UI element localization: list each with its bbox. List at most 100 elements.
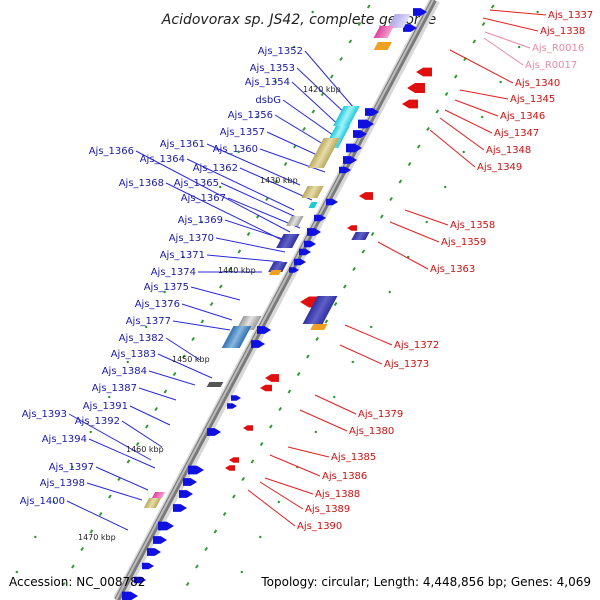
leader-line (121, 420, 163, 448)
tick-dot (163, 290, 166, 294)
leader-line (483, 37, 524, 66)
gene-label: Ajs_1353 (250, 63, 295, 74)
forward-gene-arrow (257, 326, 271, 334)
gene-label: Ajs_1383 (111, 349, 156, 360)
leader-line (339, 344, 383, 365)
gene-label: Ajs_1382 (119, 333, 164, 344)
gene-label: Ajs_1370 (169, 233, 214, 244)
tick-mark (209, 301, 214, 307)
topology-text: Topology: circular; Length: 4,448,856 bp… (260, 575, 591, 589)
leader-line (239, 167, 313, 201)
tick-dot (71, 465, 74, 469)
kbp-markers: 1420 kbp 1430 kbp 1440 kbp 1450 kbp 1460… (78, 85, 341, 542)
kbp-marker: 1430 kbp (260, 176, 298, 185)
gene-label: Ajs_1397 (49, 462, 94, 473)
gene-label: Ajs_R0017 (525, 60, 577, 71)
reverse-gene-arrow (407, 83, 425, 93)
accession-text: Accession: NC_008782 (9, 575, 145, 589)
gene-label: Ajs_1362 (193, 163, 238, 174)
reverse-gene-arrow (347, 225, 357, 231)
tick-mark (98, 511, 103, 517)
map-title: Acidovorax sp. JS42, complete genome (161, 12, 436, 28)
leader-line (172, 320, 231, 331)
tick-dot (425, 220, 428, 224)
leader-line (181, 303, 233, 321)
gene-block (333, 106, 360, 126)
reverse-gene-arrow (416, 67, 432, 77)
gene-label: Ajs_1345 (510, 94, 555, 105)
gene-features (122, 8, 432, 600)
tick-dot (237, 150, 240, 154)
tick-mark (222, 511, 227, 517)
tick-dot (480, 115, 484, 119)
tick-dot (259, 535, 262, 539)
tick-dot (52, 500, 55, 504)
gene-label: Ajs_R0016 (532, 43, 584, 54)
gene-label: Ajs_1384 (102, 366, 147, 377)
tick-mark (398, 179, 403, 184)
leader-line (129, 405, 171, 426)
kbp-marker: 1440 kbp (218, 266, 256, 275)
reverse-gene-arrow (260, 384, 272, 392)
leader-line (259, 481, 304, 510)
forward-gene-arrow (365, 108, 379, 116)
tick-mark (71, 564, 75, 569)
tick-dot (444, 185, 447, 189)
gene-block (302, 296, 338, 324)
leader-line (429, 129, 476, 168)
leader-line (489, 9, 547, 16)
gene-label: Ajs_1380 (349, 426, 394, 437)
leader-line (247, 489, 296, 527)
forward-gene-arrow (326, 198, 338, 206)
left-gene-labels: Ajs_1352 Ajs_1353 Ajs_1354 dsbG Ajs_1356… (20, 46, 303, 507)
tick-mark (306, 354, 310, 359)
tick-mark (241, 476, 245, 482)
tick-dot (351, 360, 354, 364)
gene-label: Ajs_1361 (160, 139, 205, 150)
tick-mark (195, 564, 199, 569)
tick-mark (204, 546, 209, 552)
tick-mark (274, 179, 279, 184)
tick-mark (435, 109, 440, 114)
forward-gene-arrow (147, 548, 161, 556)
gene-block (351, 232, 370, 240)
leader-line (296, 67, 351, 119)
tick-mark (89, 529, 94, 534)
leader-line (459, 89, 509, 100)
tick-mark (80, 546, 85, 552)
leader-line (444, 109, 493, 134)
gene-label: Ajs_1398 (40, 478, 85, 489)
tick-mark (366, 4, 371, 9)
tick-dot (89, 430, 92, 434)
leader-line (282, 99, 341, 141)
tick-mark (213, 529, 218, 534)
reverse-gene-arrow (229, 457, 239, 463)
gene-label: Ajs_1369 (178, 215, 223, 226)
gene-label: Ajs_1365 (174, 178, 219, 189)
forward-gene-arrow (134, 576, 146, 584)
tick-mark (481, 21, 486, 27)
forward-gene-arrow (304, 240, 316, 248)
gene-block (307, 138, 340, 168)
gene-label: Ajs_1338 (540, 26, 585, 37)
tick-mark (259, 441, 264, 447)
tick-mark (370, 231, 375, 237)
genome-backbone (113, 0, 440, 600)
tick-dot (277, 500, 280, 504)
tick-mark (302, 126, 306, 132)
gene-block (276, 234, 300, 248)
tick-mark (250, 459, 255, 464)
tick-mark (379, 214, 384, 219)
tick-mark (472, 39, 477, 44)
gene-label: Ajs_1373 (384, 359, 429, 370)
tick-mark (348, 39, 353, 44)
reverse-gene-arrow (402, 99, 418, 109)
gene-label: dsbG (255, 95, 281, 106)
gene-block (268, 262, 288, 272)
tick-mark (283, 161, 288, 167)
forward-gene-arrow (413, 8, 427, 16)
tick-dot (34, 535, 37, 539)
leader-line (314, 394, 357, 415)
leader-line (454, 99, 499, 117)
